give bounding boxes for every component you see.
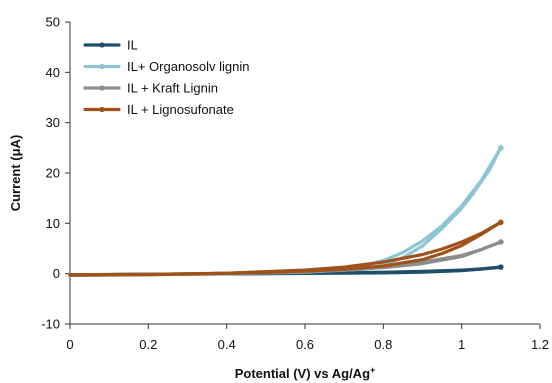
y-axis-title: Current (μA) [8,135,23,212]
legend-swatch-marker [99,63,105,70]
series-endpoint-marker [498,219,504,226]
y-tick-label: 40 [46,65,60,80]
legend-swatch-marker [99,42,105,48]
x-tick-label: 0.6 [296,337,314,352]
series-il-lignosufonate [68,219,504,277]
y-tick-label: 50 [46,15,60,30]
x-tick-label: 0.8 [374,337,392,352]
y-tick-label: 20 [46,166,60,181]
legend-label: IL+ Organosolv lignin [127,59,250,74]
x-axis-ticks: 0 0.2 0.4 0.6 0.8 1 1.2 [66,324,549,352]
legend-label: IL + Kraft Lignin [127,81,218,96]
y-axis-ticks: -10 0 10 20 30 40 50 [41,15,70,332]
legend-label: IL [127,38,138,53]
y-tick-label: -10 [41,317,60,332]
x-axis-title-superscript: + [370,365,375,375]
series-layer [68,145,504,277]
series-endpoint-marker [498,239,504,245]
y-tick-label: 0 [53,266,60,281]
x-tick-label: 0.2 [139,337,157,352]
x-axis-title-main: Potential (V) vs Ag/Ag [235,366,370,381]
legend-item: IL + Kraft Lignin [83,81,218,96]
series-line-reverse [68,220,503,277]
legend: IL IL+ Organosolv lignin IL + Kraft Lignin… [83,38,250,117]
legend-item: IL [83,38,138,53]
legend-label: IL + Lignosufonate [127,102,234,117]
x-axis-title: Potential (V) vs Ag/Ag+ [235,365,376,381]
legend-item: IL+ Organosolv lignin [83,59,250,74]
x-tick-label: 1 [458,337,465,352]
series-endpoint-marker [498,264,504,270]
x-tick-label: 1.2 [531,337,549,352]
legend-swatch-marker [99,106,105,113]
legend-item: IL + Lignosufonate [83,102,234,117]
y-tick-label: 10 [46,216,60,231]
x-tick-label: 0 [66,337,73,352]
series-endpoint-marker [498,145,504,151]
legend-swatch-marker [99,85,105,91]
y-tick-label: 30 [46,115,60,130]
x-tick-label: 0.4 [218,337,236,352]
